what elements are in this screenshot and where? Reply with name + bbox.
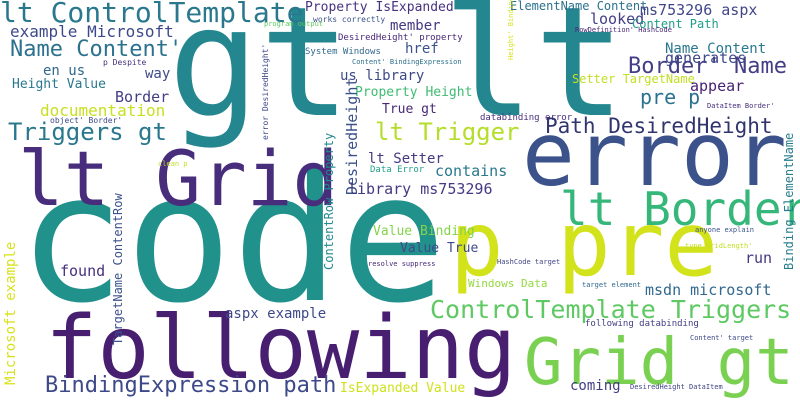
word: p Despite	[103, 58, 147, 67]
word: DataItem Border'	[707, 102, 774, 110]
word: ControlTemplate Triggers	[430, 295, 791, 324]
word: lt Setter	[368, 151, 444, 167]
word: Height' Binding	[507, 0, 515, 60]
word: Binding ElementName	[782, 133, 796, 270]
word: System Windows	[305, 47, 381, 57]
word: databinding error	[480, 113, 573, 123]
word: anyone explain	[695, 226, 754, 234]
word: DesiredHeight DataItem	[630, 383, 723, 391]
word: target element	[582, 281, 641, 289]
word: Content' target	[690, 334, 753, 342]
word: program output	[264, 20, 323, 28]
word: run	[745, 249, 772, 267]
word: Name Content'	[10, 37, 182, 62]
word: Setter TargetName	[572, 72, 695, 86]
word: HashCode target	[497, 258, 560, 266]
word: Grid gt	[524, 326, 794, 400]
word: clean p	[158, 160, 188, 168]
word: True gt	[382, 102, 437, 117]
word: RowDefinition' HashCode	[575, 26, 672, 34]
word: us library	[340, 68, 424, 84]
word: Data Error	[370, 165, 425, 175]
word: Path DesiredHeight	[545, 114, 773, 138]
word: href	[405, 41, 439, 57]
word: Microsoft example	[3, 242, 19, 385]
word: Border' Name	[628, 54, 787, 79]
word: p pre	[450, 192, 718, 296]
word: aspx example	[225, 306, 326, 322]
word: IsExpanded Value	[340, 381, 465, 396]
word: library ms753296	[348, 180, 493, 198]
word: lt Grid	[18, 134, 338, 223]
word: contains	[435, 162, 507, 180]
word: Name Content	[665, 41, 766, 57]
word: lt ControlTemplate	[0, 0, 303, 29]
word: Height Value	[12, 77, 106, 92]
word: TargetName ContentRow	[111, 193, 125, 345]
word: following databinding	[585, 319, 699, 329]
word: resolve suppress	[368, 260, 435, 268]
word: Triggers gt	[8, 118, 167, 146]
word: appear	[690, 77, 744, 95]
word: Border	[115, 88, 169, 106]
word: pre p	[640, 85, 700, 109]
word: ElementName Content	[510, 0, 647, 13]
word: Value True	[400, 241, 478, 256]
word: Property IsExpanded	[305, 0, 454, 15]
word: Content Path	[632, 17, 719, 31]
word: error DesiredHeight'	[261, 44, 270, 140]
word: en us	[43, 63, 85, 79]
word: found	[60, 262, 105, 280]
word: Content' BindingExpression	[352, 58, 462, 66]
word: code	[18, 135, 447, 342]
word: looked	[590, 10, 644, 28]
word: Windows Data	[468, 277, 547, 290]
word: lt Trigger	[375, 118, 520, 146]
word: Value Binding	[373, 224, 475, 239]
word: lt Border	[560, 182, 800, 236]
word: BindingExpression path	[45, 373, 336, 398]
word: Property Height	[355, 85, 472, 100]
word: generates	[665, 49, 746, 67]
word: coming	[570, 378, 621, 394]
word: object' Border'	[50, 116, 122, 125]
word: ContentRow Property	[322, 133, 336, 270]
word: error	[522, 103, 787, 206]
word: ms753296 aspx	[640, 1, 757, 19]
word: type GridLength'	[685, 242, 752, 250]
word: member	[390, 18, 441, 34]
word: way	[145, 66, 170, 82]
word: gt lt	[168, 0, 626, 151]
word: msdn microsoft	[645, 281, 771, 299]
word: works correctly	[313, 15, 385, 24]
word: example Microsoft	[10, 22, 174, 41]
word: following	[45, 297, 516, 399]
word: DesiredHeight' property	[338, 33, 463, 43]
word: documentation	[40, 101, 165, 120]
word: DesiredHeight	[343, 78, 361, 195]
